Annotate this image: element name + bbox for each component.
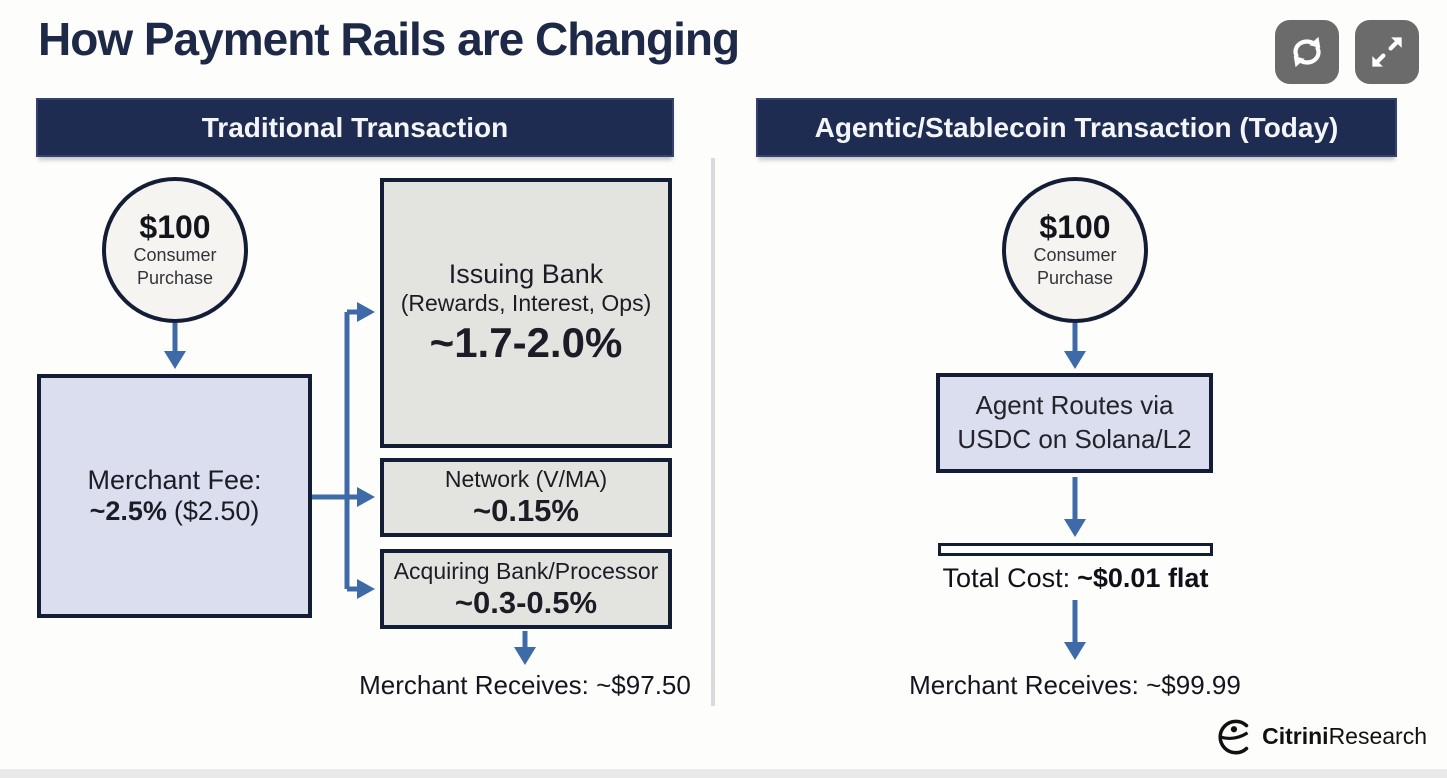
panel-divider	[711, 158, 715, 706]
arrow-agent-to-settlement-bar	[1064, 477, 1086, 537]
issuing-bank-box: Issuing Bank (Rewards, Interest, Ops) ~1…	[380, 178, 672, 448]
arrow-bar-to-receives	[1064, 600, 1086, 660]
bottom-edge-strip	[0, 769, 1447, 778]
acquiring-bank-title: Acquiring Bank/Processor	[393, 557, 659, 584]
purchase-label-line2: Purchase	[1036, 267, 1114, 288]
citrini-logo-icon	[1218, 719, 1249, 755]
brand-name: CitriniResearch	[1262, 722, 1427, 749]
purchase-label-line1: Consumer	[1033, 245, 1117, 266]
arrowhead-issuing-bank	[357, 302, 375, 322]
refresh-icon	[1293, 36, 1321, 68]
total-cost-line: Total Cost: ~$0.01 flat	[938, 563, 1213, 594]
page-title: How Payment Rails are Changing	[38, 13, 740, 65]
issuing-bank-title: Issuing Bank	[448, 259, 604, 289]
arrow-acquiring-to-receives	[514, 631, 536, 665]
expand-icon	[1372, 37, 1402, 67]
merchant-fee-box: Merchant Fee: ~2.5% ($2.50)	[37, 374, 312, 618]
merchant-receives-left: Merchant Receives: ~$97.50	[359, 670, 691, 700]
left-panel-header: Traditional Transaction	[38, 100, 672, 155]
network-value: ~0.15%	[472, 493, 579, 528]
right-panel-header: Agentic/Stablecoin Transaction (Today)	[758, 100, 1395, 155]
purchase-label-line2: Purchase	[136, 267, 214, 288]
agent-routes-box: Agent Routes via USDC on Solana/L2	[936, 373, 1213, 473]
arrow-circle-to-agent-routes	[1064, 323, 1086, 369]
arrow-circle-to-merchant-fee	[164, 323, 186, 369]
purchase-amount: $100	[139, 208, 211, 245]
acquiring-bank-box: Acquiring Bank/Processor ~0.3-0.5%	[380, 549, 672, 629]
refresh-button[interactable]	[1275, 20, 1339, 84]
merchant-fee-value: ~2.5% ($2.50)	[89, 496, 260, 526]
settlement-bar	[938, 543, 1213, 556]
purchase-amount: $100	[1039, 208, 1111, 245]
viewer-toolbar	[1275, 20, 1419, 84]
agent-routes-line1: Agent Routes via	[975, 390, 1174, 421]
merchant-fee-label: Merchant Fee:	[87, 465, 262, 495]
acquiring-bank-value: ~0.3-0.5%	[454, 584, 598, 620]
issuing-bank-subtitle: (Rewards, Interest, Ops)	[400, 290, 652, 316]
issuing-bank-value: ~1.7-2.0%	[429, 319, 623, 366]
connector-fee-to-cost-boxes	[312, 302, 375, 599]
merchant-receives-right: Merchant Receives: ~$99.99	[909, 670, 1241, 700]
arrowhead-network	[357, 487, 375, 507]
total-cost-value: ~$0.01 flat	[1077, 563, 1209, 593]
agent-routes-line2: USDC on Solana/L2	[957, 424, 1192, 454]
consumer-purchase-node-right: $100 Consumer Purchase	[1002, 177, 1148, 323]
arrowhead-acquiring	[357, 579, 375, 599]
network-title: Network (V/MA)	[444, 466, 608, 492]
consumer-purchase-node-left: $100 Consumer Purchase	[102, 177, 248, 323]
purchase-label-line1: Consumer	[133, 245, 217, 266]
total-cost-label: Total Cost:	[942, 563, 1071, 593]
brand-logo: CitriniResearch	[1214, 712, 1427, 760]
network-box: Network (V/MA) ~0.15%	[380, 458, 672, 537]
fullscreen-button[interactable]	[1355, 20, 1419, 84]
